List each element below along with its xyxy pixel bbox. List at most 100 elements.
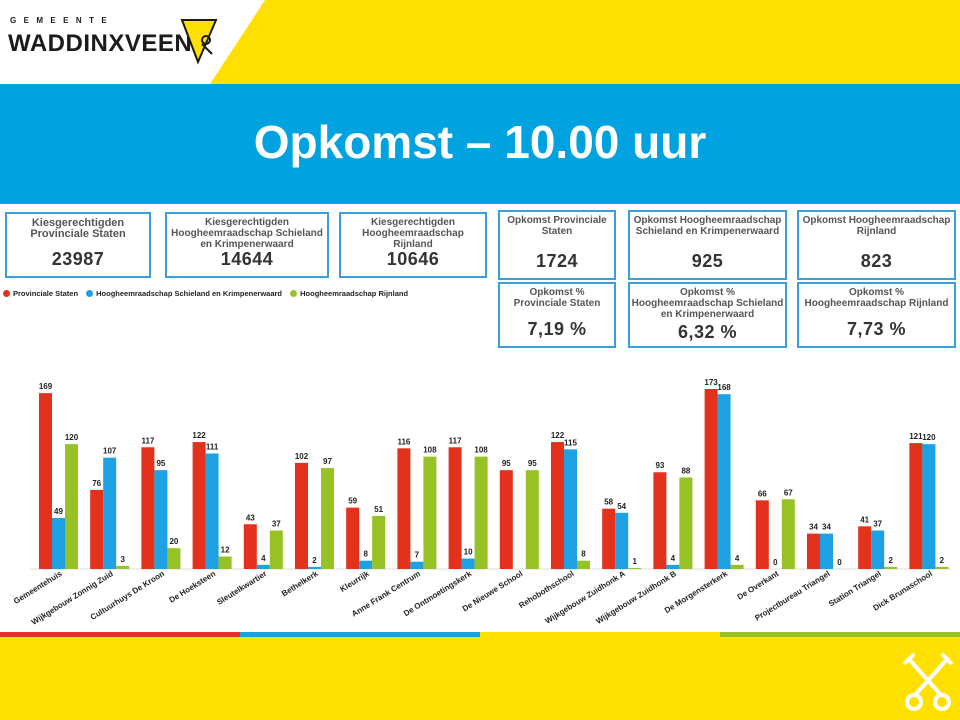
data-label: 4 [735,554,740,563]
data-label: 43 [246,513,255,522]
data-label: 2 [312,556,317,565]
legend-label: Hoogheemraadschap Schieland en Krimpener… [96,289,283,298]
tick-label: Sleutelkwartier [215,569,268,607]
bar [615,512,629,569]
legend-dot [290,290,298,297]
legend-label: Provinciale Staten [13,289,79,298]
data-label: 111 [206,443,219,452]
card-value: 23987 [51,249,105,269]
data-label: 8 [581,550,586,559]
data-label: 108 [474,446,488,455]
data-label: 51 [374,505,383,514]
card-label: Opkomst Provinciale Staten [507,215,607,237]
bar [474,456,488,569]
card-percentage-schieland: Opkomst % Hoogheemraadschap Schieland en… [628,282,787,348]
stripe-red [0,632,240,637]
bar [628,567,642,569]
card-label: Opkomst Hoogheemraadschap Schieland en K… [633,215,782,237]
bar [858,526,872,569]
card-opkomst-ps: Opkomst Provinciale Staten 1724 [498,210,616,280]
bar [192,442,206,569]
data-label: 0 [837,558,842,567]
data-label: 7 [415,551,420,560]
data-label: 4 [261,554,266,563]
data-label: 122 [192,431,206,440]
logo-brand-name: WADDINXVEEN [8,30,193,57]
data-label: 117 [449,436,462,445]
card-label: Kiesgerechtigden Provinciale Staten [30,217,126,240]
stripe-green [720,632,960,637]
bar [52,518,65,569]
bar [39,393,52,569]
chart-legend: Provinciale Staten Hoogheemraadschap Sch… [3,289,414,298]
card-opkomst-schieland: Opkomst Hoogheemraadschap Schieland en K… [628,210,787,280]
card-label: Opkomst % Hoogheemraadschap Rijnland [804,287,949,309]
data-label: 169 [39,382,53,391]
data-label: 4 [671,554,676,563]
data-label: 120 [922,433,936,442]
data-label: 49 [54,507,63,516]
bar [820,533,833,569]
data-label: 37 [873,520,882,529]
bar [359,560,373,569]
bar [141,447,155,569]
card-kiesgerechtigden-rijnland: Kiesgerechtigden Hoogheemraadschap Rijnl… [339,212,487,278]
bar [410,561,424,569]
data-label: 95 [156,459,165,468]
data-label: 1 [632,557,637,566]
data-label: 76 [92,479,101,488]
card-value: 925 [691,251,724,271]
card-opkomst-rijnland: Opkomst Hoogheemraadschap Rijnland 823 [797,210,956,280]
data-label: 59 [348,497,357,506]
bar [372,515,386,569]
title-banner: Opkomst – 10.00 uur [0,84,960,204]
logo-gemeente-text: GEMEENTE [10,16,115,25]
card-value: 6,32 % [677,322,738,342]
data-label: 102 [295,452,309,461]
data-label: 3 [120,555,125,564]
card-kiesgerechtigden-ps: Kiesgerechtigden Provinciale Staten 2398… [5,212,151,278]
data-label: 122 [551,431,565,440]
bar [423,456,437,569]
bar [448,447,462,569]
card-value: 1724 [535,251,579,271]
bar [90,489,104,569]
data-label: 116 [397,437,410,446]
data-label: 173 [704,378,718,387]
card-value: 10646 [386,249,440,269]
bar [103,457,117,569]
coat-of-arms-icon [180,19,218,65]
dashboard: Kiesgerechtigden Provinciale Staten 2398… [0,204,960,632]
bar [602,508,616,569]
legend-label: Hoogheemraadschap Rijnland [300,289,409,298]
card-label: Kiesgerechtigden Hoogheemraadschap Schie… [171,217,323,250]
bar [807,533,820,569]
bar [346,507,360,569]
card-value: 823 [860,251,893,271]
data-label: 67 [784,488,793,497]
bar [295,462,308,569]
color-stripes [0,632,960,637]
logo-diagonal-shape [210,0,265,84]
data-label: 115 [564,438,577,447]
bar [65,444,78,569]
card-value: 7,73 % [846,319,907,339]
card-percentage-ps: Opkomst % Provinciale Staten 7,19 % [498,282,616,348]
card-label: Opkomst Hoogheemraadschap Rijnland [802,215,951,237]
page-title: Opkomst – 10.00 uur [253,116,707,168]
logo: GEMEENTE WADDINXVEEN [0,0,265,84]
tick-label: Wijkgebouw Zonnig Zuid [30,569,115,627]
bar [243,524,257,569]
bar [922,444,936,569]
legend-item: Provinciale Staten [3,289,78,298]
bar [935,566,949,569]
legend-item: Hoogheemraadschap Schieland en Krimpener… [86,289,282,298]
bar [884,566,898,569]
tick-label: De Hoeksteen [168,569,218,605]
data-label: 66 [758,489,767,498]
card-kiesgerechtigden-schieland: Kiesgerechtigden Hoogheemraadschap Schie… [165,212,329,278]
tick-label: Kleurrijk [338,569,371,594]
data-label: 2 [940,556,945,565]
data-label: 41 [860,515,869,524]
